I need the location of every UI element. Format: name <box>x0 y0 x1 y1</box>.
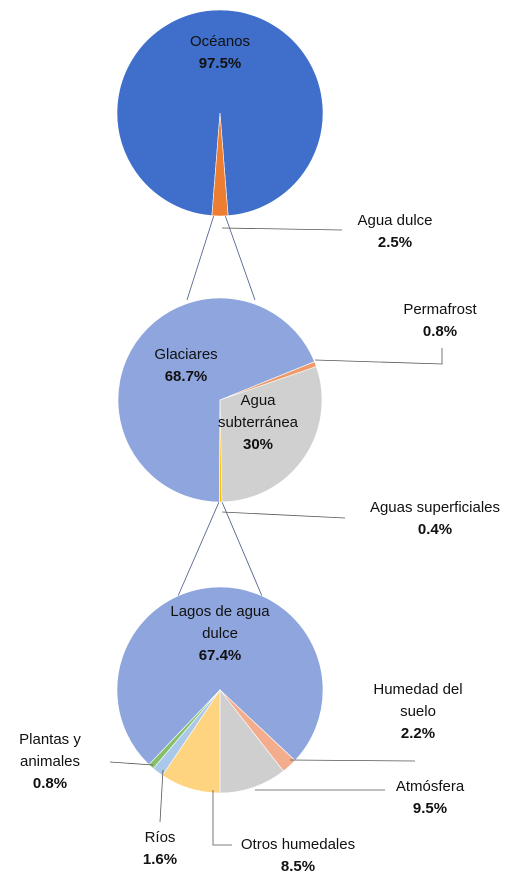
connector <box>177 501 220 597</box>
category-label: Ríos <box>144 829 176 846</box>
leader-line <box>109 761 154 766</box>
connectors <box>177 214 263 597</box>
leader-line <box>221 511 346 519</box>
value-label: 2.5% <box>377 234 413 251</box>
value-label: 67.4% <box>198 647 242 664</box>
category-label: Agua dulce <box>357 212 433 229</box>
category-label: Humedad del suelo <box>373 681 463 720</box>
category-label: Aguas superficiales <box>369 499 501 516</box>
value-label: 97.5% <box>198 55 242 72</box>
data-label: Otros humedales 8.5% <box>223 834 373 873</box>
value-label: 0.8% <box>32 775 68 792</box>
category-label: Lagos de agua dulce <box>170 603 270 642</box>
leader-line <box>221 227 343 231</box>
pie-slice <box>219 366 323 503</box>
leader-line <box>212 790 232 846</box>
data-label: Ríos 1.6% <box>130 827 190 871</box>
category-label: Permafrost <box>403 301 477 318</box>
connector <box>221 501 263 597</box>
data-label: Plantas y animales 0.8% <box>0 729 100 795</box>
leader-line <box>289 759 416 762</box>
pie-slice <box>117 297 315 503</box>
value-label: 1.6% <box>142 851 178 868</box>
category-label: Atmósfera <box>395 778 465 795</box>
category-label: Glaciares <box>154 346 218 363</box>
pie-slice <box>219 399 223 503</box>
pie-slice <box>219 689 284 794</box>
data-label: Océanos 97.5% <box>160 31 280 75</box>
connector <box>186 214 215 301</box>
leader-line <box>314 348 443 365</box>
category-label: Plantas y animales <box>19 731 81 770</box>
leader-line <box>159 769 164 823</box>
data-label: Humedad del suelo 2.2% <box>373 679 463 745</box>
data-label: Agua dulce 2.5% <box>335 210 455 254</box>
value-label: 9.5% <box>412 800 448 817</box>
category-label: Océanos <box>189 33 251 50</box>
connector <box>224 214 256 301</box>
pie-slice <box>116 586 324 766</box>
value-label: 0.4% <box>417 521 453 538</box>
value-label: 8.5% <box>280 858 316 873</box>
data-label: Aguas superficiales 0.4% <box>350 497 511 541</box>
category-label: Otros humedales <box>240 836 356 853</box>
pie-slice <box>116 9 324 217</box>
data-label: Atmósfera 9.5% <box>370 776 490 820</box>
data-label: Glaciares 68.7% <box>131 344 241 388</box>
value-label: 0.8% <box>422 323 458 340</box>
value-label: 68.7% <box>164 368 208 385</box>
value-label: 2.2% <box>400 725 436 742</box>
value-label: 30% <box>242 436 274 453</box>
data-label: Permafrost 0.8% <box>380 299 500 343</box>
data-label: Agua subterránea 30% <box>203 390 313 456</box>
category-label: Agua subterránea <box>217 392 299 431</box>
pie-slice <box>211 112 229 217</box>
data-label: Lagos de agua dulce 67.4% <box>160 601 280 667</box>
